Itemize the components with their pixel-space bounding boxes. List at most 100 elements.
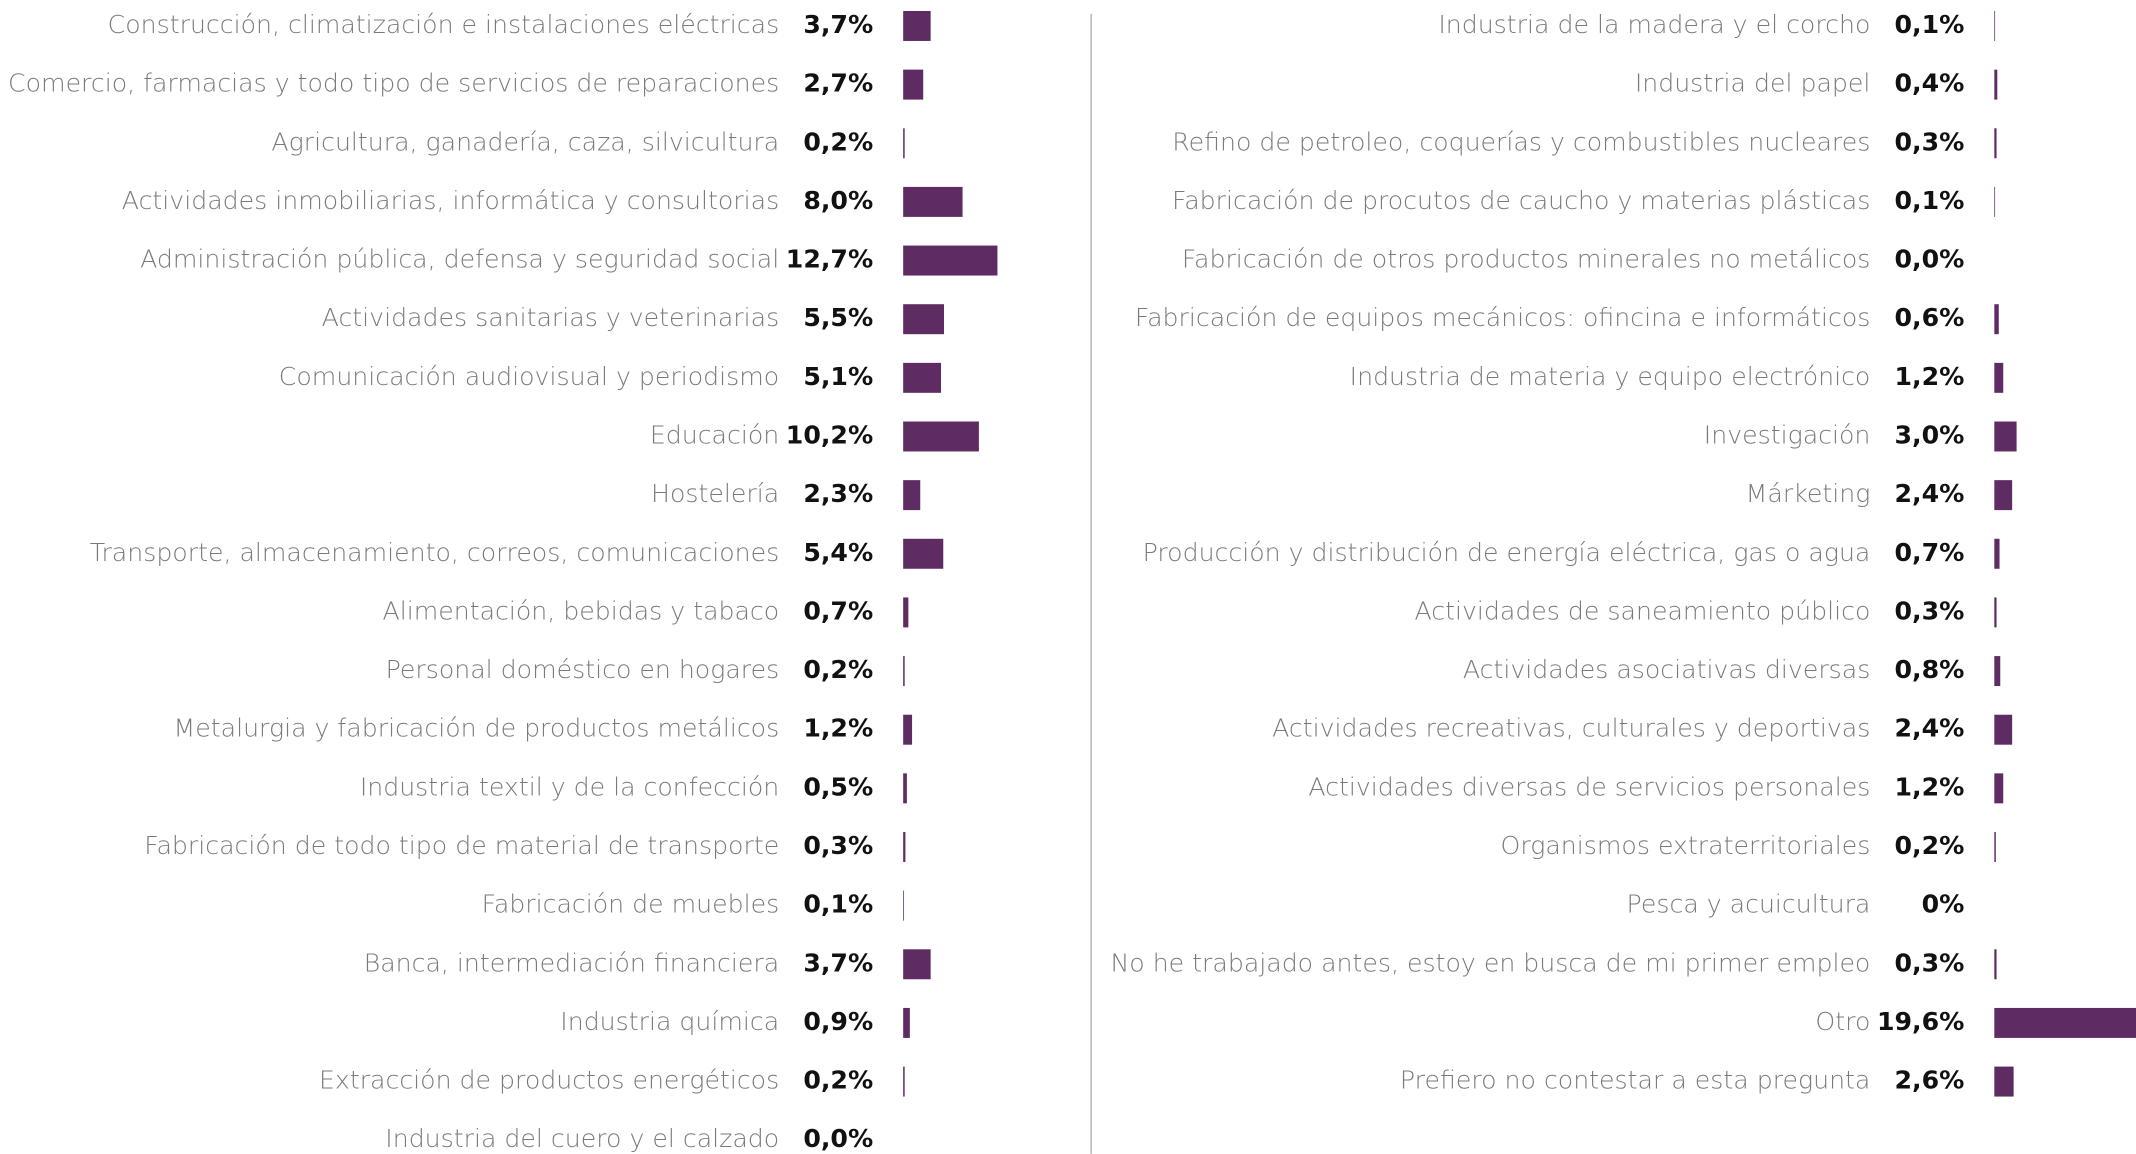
category-label: Actividades diversas de servicios person… bbox=[1308, 772, 1870, 801]
category-label: Organismos extraterritoriales bbox=[1501, 831, 1871, 860]
value-label: 2,7% bbox=[803, 69, 873, 98]
category-label: Transporte, almacenamiento, correos, com… bbox=[90, 538, 779, 567]
bar bbox=[903, 362, 942, 393]
bar bbox=[1994, 597, 1997, 628]
value-label: 0,4% bbox=[1894, 69, 1964, 98]
bar bbox=[903, 480, 921, 511]
category-label: Prefiero no contestar a esta pregunta bbox=[1400, 1066, 1870, 1095]
category-label: Actividades sanitarias y veterinarias bbox=[322, 303, 780, 332]
category-label: Fabricación de procutos de caucho y mate… bbox=[1172, 186, 1870, 215]
bar bbox=[1994, 949, 1997, 980]
value-label: 3,7% bbox=[803, 10, 873, 39]
category-label: Industria de materia y equipo electrónic… bbox=[1350, 362, 1871, 391]
value-label: 5,5% bbox=[803, 303, 873, 332]
value-label: 0,1% bbox=[803, 890, 873, 919]
bar bbox=[903, 597, 909, 628]
category-label: Metalurgia y fabricación de productos me… bbox=[174, 714, 780, 743]
category-label: Márketing bbox=[1746, 479, 1871, 508]
category-label: Comercio, farmacias y todo tipo de servi… bbox=[8, 69, 779, 98]
bar bbox=[903, 1066, 905, 1097]
category-label: Alimentación, bebidas y tabaco bbox=[383, 596, 780, 625]
bar bbox=[903, 128, 905, 159]
value-label: 0,1% bbox=[1894, 186, 1964, 215]
bar bbox=[903, 656, 905, 687]
category-label: Fabricación de otros productos minerales… bbox=[1182, 245, 1871, 274]
bar bbox=[1994, 832, 1996, 862]
category-label: Refino de petroleo, coquerías y combusti… bbox=[1172, 127, 1870, 156]
bar bbox=[903, 773, 907, 804]
bar bbox=[1994, 773, 2004, 804]
category-label: Actividades recreativas, culturales y de… bbox=[1272, 714, 1870, 743]
value-label: 10,2% bbox=[786, 420, 873, 449]
bar bbox=[903, 832, 906, 862]
value-label: 8,0% bbox=[803, 186, 873, 215]
value-label: 19,6% bbox=[1877, 1007, 1964, 1036]
value-label: 0,2% bbox=[803, 1066, 873, 1095]
value-label: 0% bbox=[1922, 890, 1965, 919]
category-label: Investigación bbox=[1704, 420, 1871, 449]
category-label: Fabricación de todo tipo de material de … bbox=[144, 831, 779, 860]
bar bbox=[1994, 1066, 2014, 1097]
category-label: Industria textil y de la confección bbox=[360, 772, 779, 801]
category-label: Administración pública, defensa y seguri… bbox=[140, 245, 779, 274]
value-label: 1,2% bbox=[1894, 362, 1964, 391]
value-label: 3,0% bbox=[1894, 420, 1964, 449]
category-label: Fabricación de equipos mecánicos: ofinci… bbox=[1135, 303, 1870, 332]
category-label: Industria del cuero y el calzado bbox=[385, 1124, 779, 1153]
category-label: Industria de la madera y el corcho bbox=[1438, 10, 1870, 39]
value-label: 0,5% bbox=[803, 772, 873, 801]
category-label: Personal doméstico en hogares bbox=[386, 655, 780, 684]
bar bbox=[903, 421, 979, 452]
bar bbox=[1994, 480, 2013, 511]
category-label: Banca, intermediación financiera bbox=[364, 948, 779, 977]
bar bbox=[1994, 186, 1996, 217]
value-label: 0,8% bbox=[1894, 655, 1964, 684]
value-label: 0,3% bbox=[1894, 948, 1964, 977]
category-label: Pesca y acuicultura bbox=[1627, 890, 1871, 919]
bar bbox=[1994, 1007, 2136, 1038]
value-label: 0,3% bbox=[1894, 596, 1964, 625]
value-label: 3,7% bbox=[803, 948, 873, 977]
bar bbox=[903, 304, 945, 335]
value-label: 0,7% bbox=[1894, 538, 1964, 567]
value-label: 2,6% bbox=[1894, 1066, 1964, 1095]
value-label: 2,3% bbox=[803, 479, 873, 508]
value-label: 1,2% bbox=[1894, 772, 1964, 801]
category-label: No he trabajado antes, estoy en busca de… bbox=[1110, 948, 1870, 977]
value-label: 0,2% bbox=[1894, 831, 1964, 860]
category-label: Industria química bbox=[560, 1007, 779, 1036]
value-label: 5,1% bbox=[803, 362, 873, 391]
category-label: Extracción de productos energéticos bbox=[319, 1066, 779, 1095]
category-label: Otro bbox=[1815, 1007, 1870, 1036]
value-label: 1,2% bbox=[803, 714, 873, 743]
bar bbox=[903, 245, 998, 276]
value-label: 2,4% bbox=[1894, 714, 1964, 743]
category-label: Actividades inmobiliarias, informática y… bbox=[122, 186, 779, 215]
value-label: 0,0% bbox=[803, 1124, 873, 1153]
value-label: 0,3% bbox=[1894, 127, 1964, 156]
value-label: 0,6% bbox=[1894, 303, 1964, 332]
value-label: 0,9% bbox=[803, 1007, 873, 1036]
bar bbox=[1994, 362, 2004, 393]
category-label: Fabricación de muebles bbox=[482, 890, 780, 919]
value-label: 0,7% bbox=[803, 596, 873, 625]
value-label: 0,2% bbox=[803, 127, 873, 156]
bar bbox=[1994, 128, 1997, 159]
bar bbox=[903, 890, 904, 921]
bar bbox=[1994, 714, 2013, 745]
bar bbox=[1994, 421, 2017, 452]
bar bbox=[903, 714, 913, 745]
category-label: Producción y distribución de energía elé… bbox=[1143, 538, 1871, 567]
bar bbox=[903, 69, 924, 100]
category-label: Construcción, climatización e instalacio… bbox=[108, 10, 780, 39]
bar bbox=[1994, 10, 1996, 41]
category-label: Hostelería bbox=[651, 479, 779, 508]
category-label: Actividades asociativas diversas bbox=[1463, 655, 1870, 684]
value-label: 0,3% bbox=[803, 831, 873, 860]
bar bbox=[903, 1007, 910, 1038]
bar bbox=[903, 10, 931, 41]
value-label: 0,0% bbox=[1894, 245, 1964, 274]
value-label: 0,2% bbox=[803, 655, 873, 684]
category-label: Agricultura, ganadería, caza, silvicultu… bbox=[271, 127, 779, 156]
